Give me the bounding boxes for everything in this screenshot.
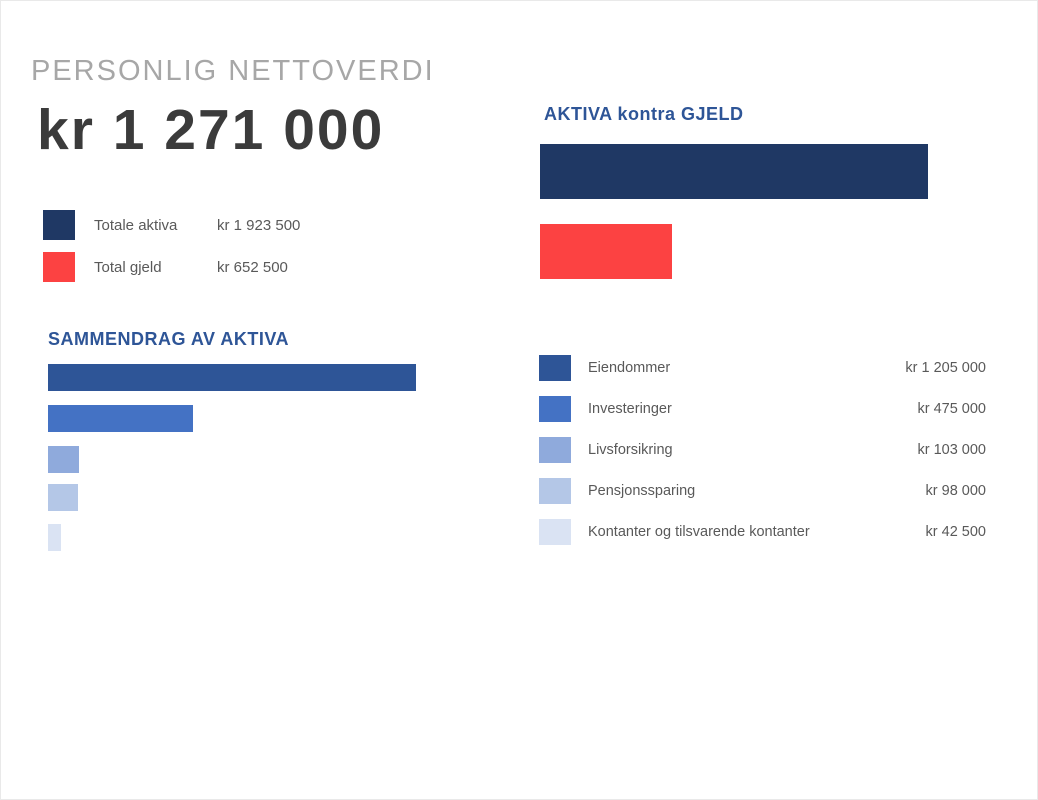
page-title: PERSONLIG NETTOVERDI [31, 55, 435, 87]
asset-bar-pensjonssparing [48, 484, 78, 511]
legend-item-total-assets: Totale aktiva kr 1 923 500 [43, 210, 300, 240]
total-debt-color-swatch [43, 252, 75, 282]
legend-value: kr 1 923 500 [217, 216, 301, 234]
total-debt-bar [540, 224, 672, 279]
asset-bar-livsforsikring [48, 446, 79, 473]
legend-label: Investeringer [588, 401, 672, 417]
asset-summary-heading: SAMMENDRAG AV AKTIVA [48, 329, 289, 349]
eiendommer-color-swatch [539, 355, 571, 381]
investeringer-color-swatch [539, 396, 571, 422]
legend-item-livsforsikring: Livsforsikring kr 103 000 [539, 437, 986, 463]
legend-value: kr 98 000 [925, 483, 986, 499]
legend-value: kr 1 205 000 [905, 360, 986, 376]
legend-item-eiendommer: Eiendommer kr 1 205 000 [539, 355, 986, 381]
legend-value: kr 42 500 [925, 524, 986, 540]
total-assets-color-swatch [43, 210, 75, 240]
legend-item-kontanter: Kontanter og tilsvarende kontanter kr 42… [539, 519, 986, 545]
legend-item-pensjonssparing: Pensjonssparing kr 98 000 [539, 478, 986, 504]
legend-label: Livsforsikring [588, 442, 673, 458]
legend-label: Kontanter og tilsvarende kontanter [588, 524, 810, 540]
legend-label: Eiendommer [588, 360, 671, 376]
legend-value: kr 652 500 [217, 258, 288, 276]
legend-value: kr 103 000 [917, 442, 986, 458]
legend-label: Pensjonssparing [588, 483, 696, 499]
legend-label: Total gjeld [94, 258, 162, 276]
legend-item-investeringer: Investeringer kr 475 000 [539, 396, 986, 422]
kontanter-color-swatch [539, 519, 571, 545]
legend-item-total-debt: Total gjeld kr 652 500 [43, 252, 300, 282]
asset-bar-investeringer [48, 405, 193, 432]
totals-legend: Totale aktiva kr 1 923 500 Total gjeld k… [43, 210, 300, 294]
pensjonssparing-color-swatch [539, 478, 571, 504]
assets-vs-debt-heading: AKTIVA kontra GJELD [544, 104, 744, 124]
asset-bar-kontanter [48, 524, 61, 551]
livsforsikring-color-swatch [539, 437, 571, 463]
legend-label: Totale aktiva [94, 216, 178, 234]
net-worth-value: kr 1 271 000 [37, 98, 385, 162]
total-assets-bar [540, 144, 928, 199]
legend-value: kr 475 000 [917, 401, 986, 417]
asset-legend: Eiendommer kr 1 205 000 Investeringer kr… [539, 355, 986, 560]
asset-bar-eiendommer [48, 364, 416, 391]
